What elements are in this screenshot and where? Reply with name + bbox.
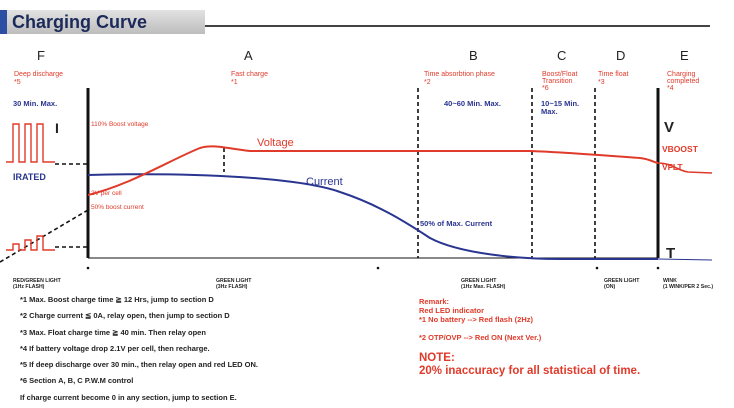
page-title: Charging Curve [12,12,148,32]
duration-c-2: Max. [541,107,558,116]
note-item: *2 Charge current ≦ 0A, relay open, then… [20,311,230,321]
label-current: Current [306,176,343,188]
label-voltage: Voltage [257,137,294,149]
note-item: *3 Max. Float charge time ≧ 40 min. Then… [20,327,206,337]
header-bar [0,10,205,34]
remark-line: *1 No battery --> Red flash (2Hz) [419,315,533,324]
section-desc-a: Fast charge [231,71,268,78]
tick-dot [595,266,599,270]
section-desc2-e: completed [667,78,699,85]
label-vflt: VFLT [662,162,683,172]
led-state-2-detail: (3Hz FLASH) [216,284,248,290]
led-state-5: WINK [663,278,677,284]
duration-b: 40~60 Min. Max. [444,99,501,108]
section-letter-b: B [469,48,478,63]
current-curve [87,173,658,260]
section-letter-d: D [616,48,625,63]
section-letter-e: E [680,48,689,63]
label-boost-current: 50% boost current [91,204,144,211]
section-ref-f: *5 [14,79,21,86]
header-accent [0,10,7,34]
section-ref-c: *6 [542,85,549,92]
label-i: I [55,120,59,136]
label-t: T [666,245,675,262]
section-ref-b: *2 [424,79,431,86]
remark-line: Red LED indicator [419,306,485,315]
voltage-curve [87,145,659,196]
note-item: *4 If battery voltage drop 2.1V per cell… [20,343,210,353]
led-state-1-detail: (1Hz FLASH) [13,284,45,290]
section-desc-e: Charging [667,71,696,78]
led-state-5-detail: (1 WINK/PER 2 Sec.) [663,284,713,290]
section-ref-d: *3 [598,79,605,86]
tick-dot [86,266,90,270]
section-ref-a: *1 [231,79,238,86]
note-item: *5 If deep discharge over 30 min., then … [20,360,258,370]
section-desc-d: Time float [598,71,629,78]
header-rule [205,25,710,27]
header: Charging Curve [0,0,205,34]
led-state-3-detail: (1Hz Max. FLASH) [461,284,506,290]
current-tail [657,258,713,261]
led-state-4-detail: (ON) [604,284,616,290]
note-title: NOTE: [419,352,455,364]
remark-line: *2 OTP/OVP --> Red ON (Next Ver.) [419,333,542,342]
note-text: 20% inaccuracy for all statistical of ti… [419,365,641,377]
led-state-4: GREEN LIGHT [604,278,640,284]
section-ref-e: *4 [667,85,674,92]
label-irated: IRATED [13,172,46,182]
label-v: V [664,119,674,136]
deep-discharge-voltage-pulses [6,123,55,163]
voltage-tail [657,162,713,174]
led-state-2: GREEN LIGHT [216,278,252,284]
label-vboost: VBOOST [662,144,699,154]
label-max-current: 50% of Max. Current [420,219,493,228]
section-desc-c: Boost/Float [542,71,577,78]
led-state-1: RED/GREEN LIGHT [13,278,62,284]
deep-discharge-ramp [0,209,89,263]
note-item: If charge current become 0 in any sectio… [20,392,237,402]
note-block: NOTE: 20% inaccuracy for all statistical… [419,352,640,378]
duration-f: 30 Min. Max. [13,99,57,108]
label-boost-voltage: 110% Boost voltage [91,121,149,128]
tick-dot [656,266,660,270]
tick-dot [376,266,380,270]
led-state-3: GREEN LIGHT [461,278,497,284]
remark-title: Remark: [419,297,450,306]
label-per-cell: 2V per cell [91,190,122,197]
remark-block: Remark: Red LED indicator *1 No battery … [419,297,719,342]
section-desc2-c: Transition [542,78,573,85]
deep-discharge-current-pulses [6,235,55,251]
note-item: *6 Section A, B, C P.W.M control [20,376,134,386]
note-item: *1 Max. Boost charge time ≧ 12 Hrs, jump… [20,295,214,304]
section-desc-b: Time absorbtion phase [424,71,495,78]
section-desc-f: Deep discharge [14,71,63,78]
section-letter-a: A [244,48,253,63]
duration-c-1: 10~15 Min. [541,99,579,108]
section-letter-f: F [37,48,45,63]
section-letter-c: C [557,48,566,63]
notes-list: *1 Max. Boost charge time ≧ 12 Hrs, jump… [20,294,400,408]
